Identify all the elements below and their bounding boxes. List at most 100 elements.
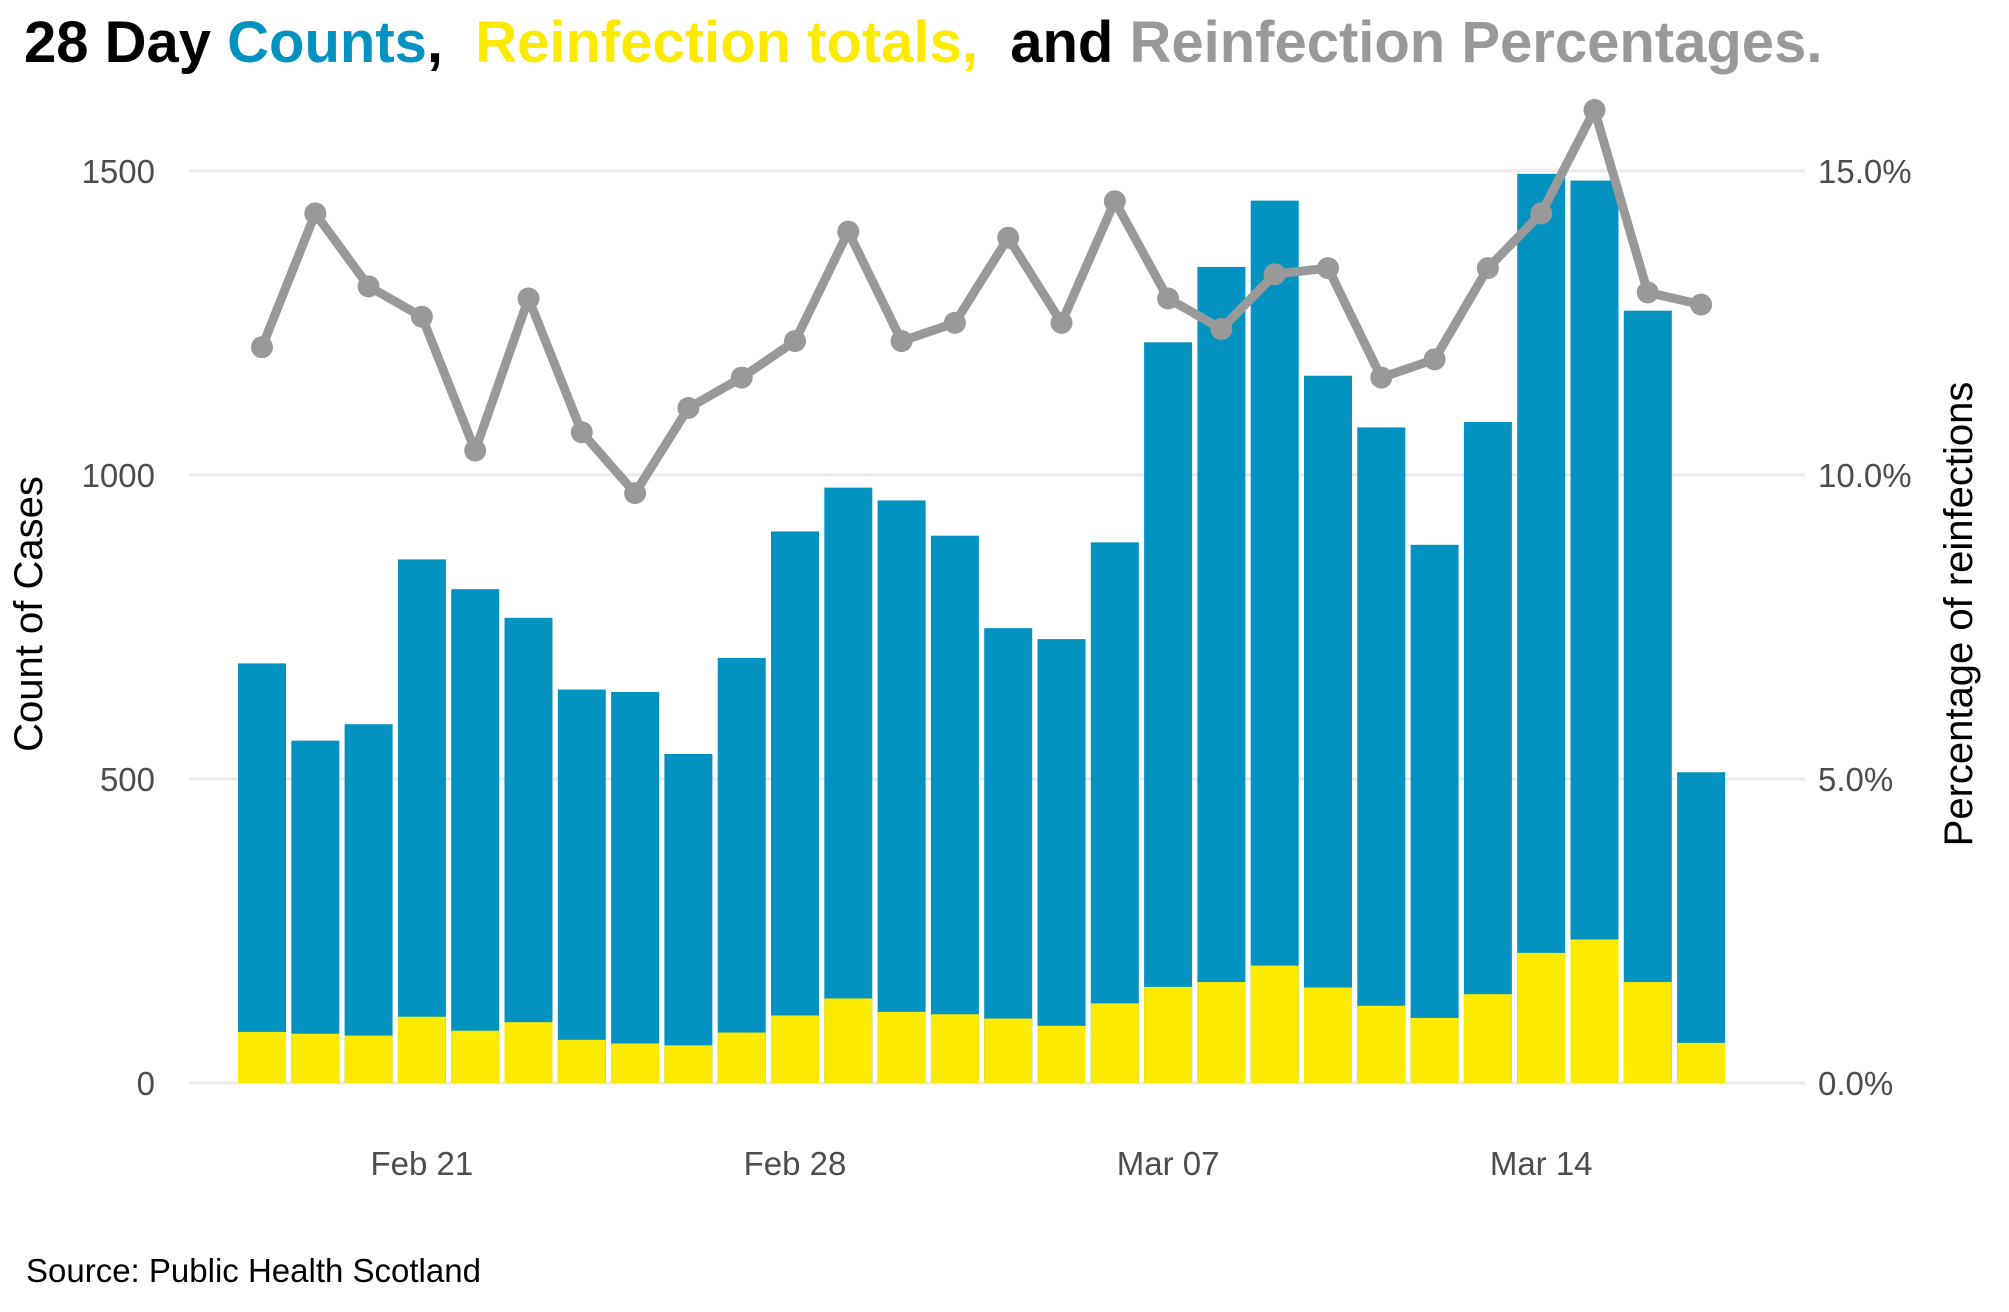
x-tick-label: Mar 14 [1490, 1145, 1593, 1182]
title-segment: Reinfection Percentages. [1129, 10, 1823, 75]
y-axis-label: Count of Cases [7, 476, 51, 752]
reinfection-bar [1357, 1005, 1406, 1083]
percentage-point [624, 482, 647, 505]
percentage-point [1103, 190, 1126, 213]
count-bar [1197, 266, 1246, 1083]
reinfection-bar [1144, 986, 1193, 1083]
x-tick-label: Feb 28 [744, 1145, 847, 1182]
count-bar [771, 531, 819, 1083]
percentage-point [677, 396, 700, 419]
count-bar [1410, 544, 1459, 1083]
count-bar [238, 663, 286, 1083]
reinfection-bar [1517, 952, 1566, 1083]
y2-tick-label: 5.0% [1818, 761, 1893, 798]
source-note: Source: Public Health Scotland [26, 1252, 481, 1289]
reinfection-bar [1677, 1042, 1726, 1083]
count-bar [1304, 375, 1352, 1083]
count-bar [984, 628, 1033, 1083]
reinfection-bar [717, 1032, 766, 1083]
count-bar [1250, 200, 1299, 1084]
title-segment: and [977, 10, 1130, 75]
reinfection-bar [344, 1035, 393, 1083]
reinfection-bar [1250, 965, 1299, 1083]
count-bar [451, 589, 500, 1083]
count-bar [1463, 421, 1512, 1083]
title-segment: 28 Day [24, 10, 228, 75]
count-bar [1144, 342, 1193, 1084]
count-bar [1570, 180, 1619, 1084]
reinfection-bar [1090, 1003, 1139, 1083]
reinfection-bar [397, 1016, 446, 1083]
axis-ticks: 0 500 1000 1500 0.0% 5.0% 10.0% 15.0% Feb 21 Feb … [82, 153, 1912, 1182]
reinfection-bar [664, 1045, 713, 1083]
percentage-point [837, 220, 860, 243]
reinfection-bars [238, 939, 1726, 1083]
chart-title: 28 Day Counts, Reinfection totals, and R… [24, 8, 1822, 78]
reinfection-bar [877, 1011, 926, 1083]
reinfection-bar [557, 1039, 606, 1083]
count-bar [1037, 639, 1086, 1083]
reinfection-bar [504, 1022, 553, 1083]
percentage-point [997, 226, 1020, 249]
count-bar [611, 691, 660, 1083]
percentage-point [464, 439, 487, 462]
count-bar [397, 559, 446, 1083]
percentage-point [784, 330, 806, 353]
percentage-point [1423, 348, 1446, 371]
count-bar [717, 657, 766, 1083]
percentage-point [304, 202, 327, 225]
percentage-point [410, 305, 433, 328]
title-segment: Counts [227, 10, 427, 75]
percentage-point [890, 330, 913, 353]
reinfection-bar [1570, 939, 1619, 1083]
x-tick-label: Feb 21 [371, 1145, 474, 1182]
percentage-point [251, 336, 273, 359]
percentage-point [1157, 287, 1180, 310]
count-bar [1623, 310, 1672, 1083]
counts-bars [238, 173, 1726, 1084]
reinfection-bar [930, 1014, 979, 1083]
y-tick-label: 0 [137, 1065, 155, 1102]
count-bar [557, 689, 606, 1083]
title-segment: Reinfection totals, [475, 10, 978, 75]
x-tick-label: Mar 07 [1117, 1145, 1220, 1182]
percentage-point [1690, 293, 1713, 316]
count-bar [291, 740, 340, 1083]
percentage-point [1050, 311, 1073, 334]
reinfection-bar [1410, 1017, 1459, 1083]
percentage-point [943, 311, 966, 334]
count-bar [1677, 772, 1726, 1083]
reinfection-bar [611, 1043, 660, 1083]
y2-tick-label: 15.0% [1818, 153, 1912, 190]
y-tick-label: 1000 [82, 457, 155, 494]
count-bar [824, 487, 873, 1083]
count-bar [504, 617, 553, 1083]
percentage-point [570, 421, 593, 444]
y2-tick-label: 0.0% [1818, 1065, 1893, 1102]
count-bar [930, 535, 979, 1083]
percentage-line-path [257, 105, 1706, 498]
count-bar [664, 754, 713, 1083]
percentage-point [1583, 99, 1606, 121]
percentage-point [1530, 202, 1553, 225]
reinfection-bar [238, 1031, 286, 1083]
percentage-point [1370, 366, 1393, 389]
reinfection-bar [291, 1033, 340, 1083]
count-bar [1090, 542, 1139, 1083]
percentage-point [730, 366, 753, 389]
percentage-point [1263, 263, 1286, 286]
y-tick-label: 500 [100, 761, 155, 798]
reinfection-bar [451, 1030, 500, 1083]
count-bar [344, 724, 393, 1083]
reinfection-bar [984, 1018, 1033, 1083]
percentage-point [1636, 281, 1659, 304]
reinfection-bar [1623, 982, 1672, 1083]
percentage-point [357, 275, 380, 298]
y-tick-label: 1500 [82, 153, 155, 190]
reinfection-bar [824, 998, 873, 1083]
y2-axis-label: Percentage of reinfections [1937, 382, 1981, 847]
percentage-point [1476, 257, 1499, 280]
count-bar [1517, 173, 1566, 1083]
reinfection-bar [1463, 994, 1512, 1083]
